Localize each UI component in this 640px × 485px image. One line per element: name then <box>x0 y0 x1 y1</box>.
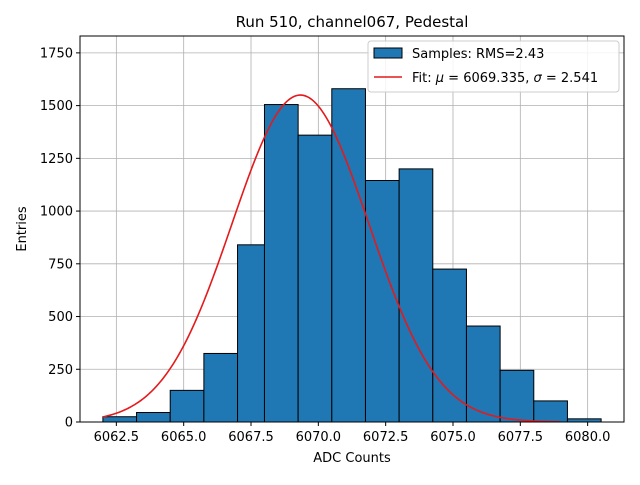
legend-fit-sigma-symbol: σ <box>534 71 543 86</box>
legend: Samples: RMS=2.43 Fit: μ = 6069.335, σ =… <box>367 40 620 93</box>
histogram-bar <box>102 416 138 423</box>
legend-samples-label: Samples: RMS=2.43 <box>412 47 544 62</box>
x-axis-ticks: 6062.5 6065.0 6067.5 6070.0 6072.5 6075.0 6077… <box>94 422 611 445</box>
x-tick-label: 6080.0 <box>565 430 611 445</box>
x-tick-label: 6070.0 <box>296 430 342 445</box>
x-axis-label: ADC Counts <box>313 451 391 466</box>
y-tick-label: 750 <box>48 257 73 272</box>
legend-fit-mu-symbol: μ <box>435 71 444 86</box>
bars-layer <box>102 88 602 423</box>
histogram-bar <box>297 134 333 423</box>
y-tick-label: 1750 <box>40 46 73 61</box>
legend-box <box>367 40 620 93</box>
y-axis-label: Entries <box>15 206 30 252</box>
y-tick-label: 250 <box>48 363 73 378</box>
fit-curve <box>102 94 561 423</box>
histogram-bar <box>263 104 299 423</box>
y-axis-ticks: 0 250 500 750 1000 1250 1500 1750 <box>40 46 80 431</box>
y-tick-label: 1250 <box>40 152 73 167</box>
y-tick-label: 1000 <box>40 205 73 220</box>
legend-fit-mu-value: = 6069.335, <box>444 71 533 86</box>
plot-frame <box>79 35 625 423</box>
x-tick-label: 6062.5 <box>94 430 140 445</box>
histogram-bar <box>398 168 434 423</box>
histogram-bar <box>499 369 535 423</box>
chart-title: Run 510, channel067, Pedestal <box>236 13 469 31</box>
x-tick-label: 6072.5 <box>363 430 409 445</box>
legend-fit-label: Fit: μ = 6069.335, σ = 2.541 <box>412 71 598 86</box>
histogram-bar <box>203 352 239 423</box>
x-tick-label: 6077.5 <box>498 430 544 445</box>
y-tick-label: 0 <box>65 416 73 431</box>
histogram-bar <box>136 412 171 423</box>
histogram-bar <box>169 389 205 423</box>
x-tick-label: 6075.0 <box>430 430 476 445</box>
x-tick-label: 6067.5 <box>228 430 274 445</box>
legend-samples-swatch <box>373 47 403 59</box>
histogram-bar <box>364 179 400 423</box>
histogram-bar <box>533 400 568 423</box>
legend-fit-prefix: Fit: <box>412 71 436 86</box>
y-tick-label: 1500 <box>40 99 73 114</box>
y-tick-label: 500 <box>48 310 73 325</box>
legend-fit-sigma-value: = 2.541 <box>542 71 598 86</box>
histogram-bar <box>237 244 265 423</box>
x-tick-label: 6065.0 <box>161 430 207 445</box>
histogram-bar <box>432 268 467 423</box>
